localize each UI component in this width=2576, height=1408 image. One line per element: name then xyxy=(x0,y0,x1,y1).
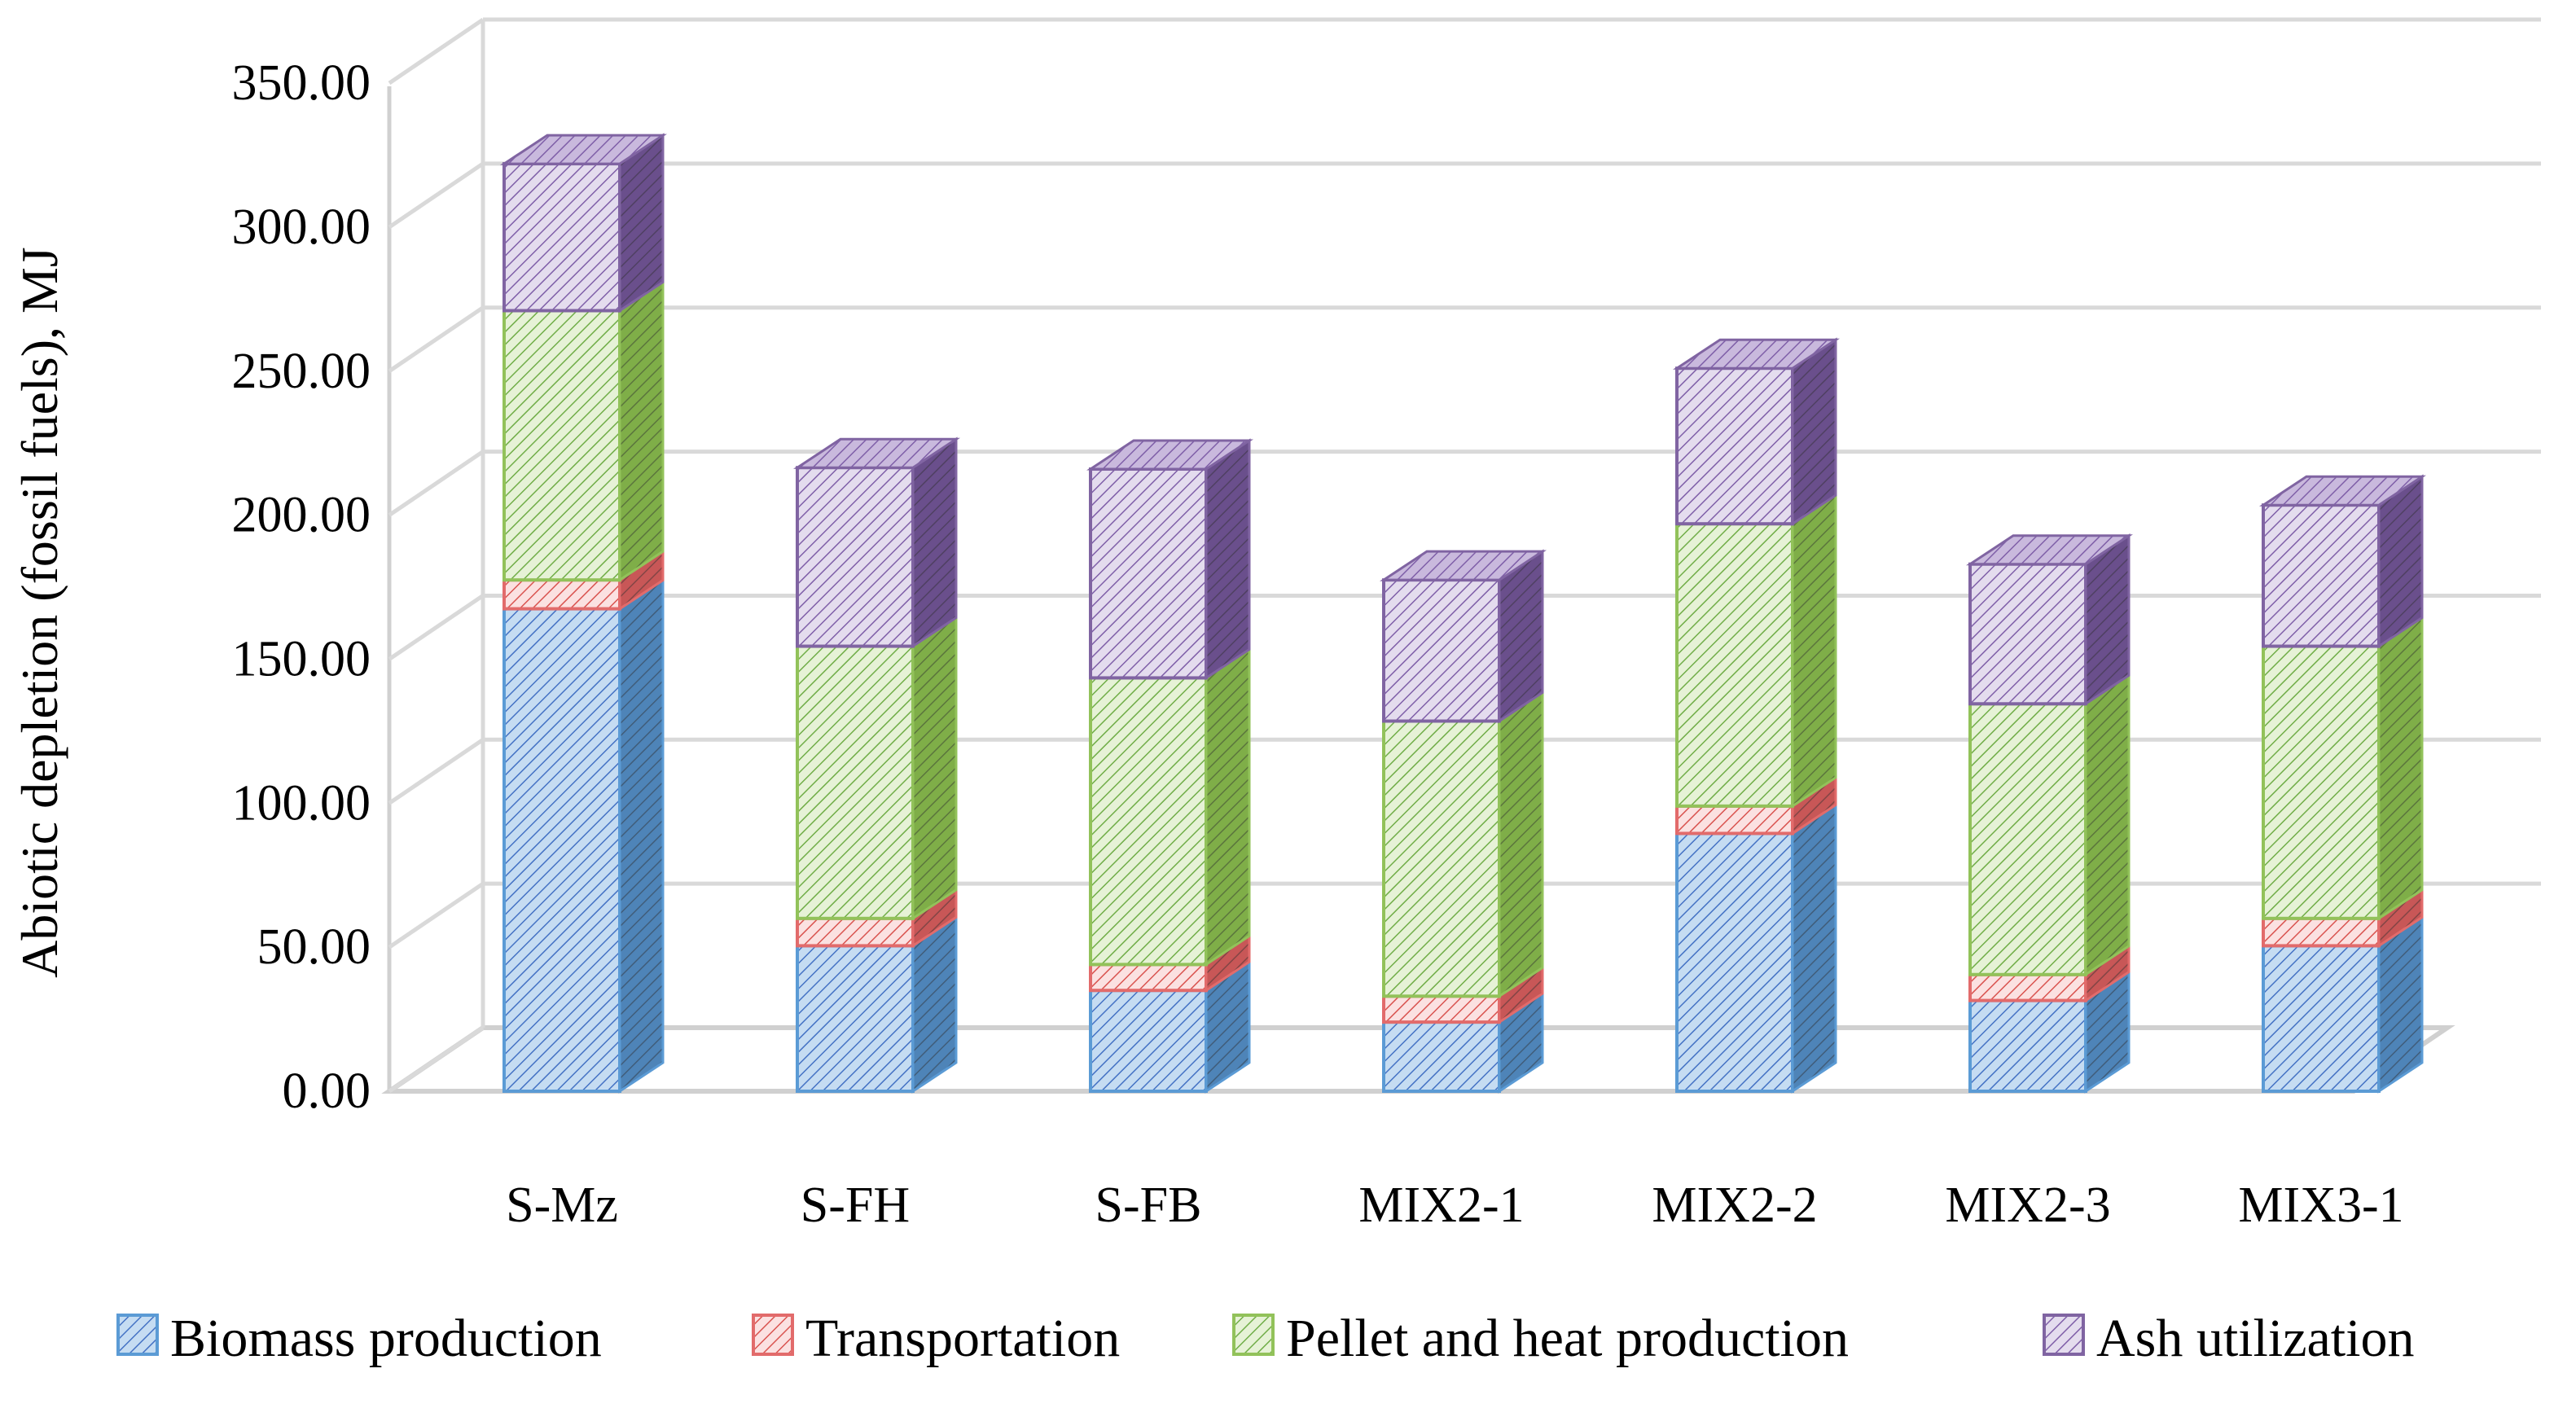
bar-stack-S-Mz xyxy=(500,133,667,1094)
bar-stack-MIX2-1 xyxy=(1380,549,1547,1094)
x-tick-label: S-FB xyxy=(1095,1178,1202,1233)
wall-gridline xyxy=(388,17,485,86)
bar-Ash utilization-MIX2-1 xyxy=(1382,578,1501,723)
legend-item: Pellet and heat production xyxy=(1232,1309,1849,1368)
bar-Transportation-S-FB xyxy=(1089,963,1208,993)
legend-item: Ash utilization xyxy=(2043,1309,2414,1368)
bar-stack-MIX2-2 xyxy=(1673,337,1840,1094)
legend-swatch xyxy=(1232,1314,1275,1356)
wall-gridline xyxy=(388,738,485,805)
bar-top-MIX2-3 xyxy=(1966,534,2133,566)
bar-Biomass production-S-FH xyxy=(796,944,915,1093)
bar-Ash utilization-MIX3-1 xyxy=(2262,503,2381,648)
legend-swatch xyxy=(116,1314,159,1356)
bar-side-Pellet and heat production-S-FB xyxy=(1205,647,1251,967)
wall-gridline xyxy=(388,305,485,373)
x-tick-label: MIX2-1 xyxy=(1358,1178,1524,1233)
bar-Transportation-MIX2-3 xyxy=(1968,972,2087,1002)
y-tick-label: 100.00 xyxy=(232,775,371,831)
bar-side-Pellet and heat production-MIX2-2 xyxy=(1791,493,1837,809)
legend-label: Ash utilization xyxy=(2096,1309,2414,1368)
bar-top-MIX3-1 xyxy=(2259,475,2426,507)
x-axis-categories: S-Mz S-FH S-FB MIX2-1 MIX2-2 MIX2-3 MIX3-1 xyxy=(506,1178,2403,1233)
bar-Transportation-S-Mz xyxy=(502,578,621,611)
legend-label: Pellet and heat production xyxy=(1286,1309,1849,1368)
bar-stack-MIX2-3 xyxy=(1966,533,2133,1094)
bar-side-Biomass production-S-FH xyxy=(911,915,958,1094)
bar-Pellet and heat production-MIX2-3 xyxy=(1968,702,2087,976)
bar-stack-MIX3-1 xyxy=(2259,474,2426,1094)
bar-top-S-FB xyxy=(1086,439,1253,471)
bar-Biomass production-S-FB xyxy=(1089,989,1208,1093)
bar-Biomass production-MIX2-3 xyxy=(1968,998,2087,1093)
y-tick-label: 0.00 xyxy=(283,1064,371,1119)
legend: Biomass production Transportation Pellet a… xyxy=(116,1309,2414,1368)
y-tick-label: 350.00 xyxy=(232,55,371,111)
bar-side-Biomass production-S-Mz xyxy=(618,577,665,1094)
bar-Pellet and heat production-MIX2-2 xyxy=(1675,522,1794,808)
x-tick-label: MIX2-3 xyxy=(1945,1178,2110,1233)
bar-Pellet and heat production-MIX3-1 xyxy=(2262,644,2381,920)
bar-Biomass production-MIX3-1 xyxy=(2262,944,2381,1093)
legend-item: Biomass production xyxy=(116,1309,602,1368)
legend-swatch xyxy=(752,1314,794,1356)
bar-Ash utilization-S-Mz xyxy=(502,162,621,313)
bar-Transportation-MIX2-1 xyxy=(1382,994,1501,1024)
bar-side-Pellet and heat production-S-FH xyxy=(911,615,958,921)
bar-Ash utilization-MIX2-3 xyxy=(1968,562,2087,706)
y-tick-label: 250.00 xyxy=(232,344,371,399)
bar-Pellet and heat production-S-FH xyxy=(796,644,915,920)
legend-item: Transportation xyxy=(752,1309,1120,1368)
bar-Biomass production-MIX2-1 xyxy=(1382,1020,1501,1094)
bar-Biomass production-MIX2-2 xyxy=(1675,831,1794,1093)
bar-Pellet and heat production-MIX2-1 xyxy=(1382,719,1501,998)
y-tick-label: 200.00 xyxy=(232,488,371,543)
y-tick-label: 50.00 xyxy=(257,919,371,975)
bar-Ash utilization-S-FH xyxy=(796,466,915,648)
bar-top-MIX2-2 xyxy=(1673,338,1840,370)
y-tick-label: 300.00 xyxy=(232,200,371,255)
bar-stack-S-FH xyxy=(793,436,960,1094)
bar-side-Pellet and heat production-MIX3-1 xyxy=(2377,615,2424,921)
bar-Biomass production-S-Mz xyxy=(502,607,621,1093)
x-tick-label: S-Mz xyxy=(506,1178,618,1233)
bar-Transportation-MIX2-2 xyxy=(1675,804,1794,836)
bar-side-Ash utilization-S-FH xyxy=(911,436,958,649)
legend-label: Biomass production xyxy=(170,1309,602,1368)
bar-top-MIX2-1 xyxy=(1380,550,1547,581)
bar-side-Pellet and heat production-MIX2-3 xyxy=(2084,673,2131,977)
wall-gridline xyxy=(388,1025,485,1094)
wall-gridline xyxy=(388,161,485,229)
bar-side-Ash utilization-S-Mz xyxy=(618,133,665,314)
bar-side-Pellet and heat production-S-Mz xyxy=(618,279,665,582)
wall-gridline xyxy=(388,882,485,950)
y-axis-title: Abiotic depletion (fossil fuels), MJ xyxy=(11,247,68,978)
bar-Transportation-S-FH xyxy=(796,916,915,948)
y-tick-label: 150.00 xyxy=(232,631,371,686)
bar-top-S-FH xyxy=(793,437,960,469)
x-tick-label: S-FH xyxy=(801,1178,910,1233)
bar-side-Biomass production-MIX2-2 xyxy=(1791,802,1837,1094)
bar-Pellet and heat production-S-Mz xyxy=(502,309,621,582)
y-axis-ticks: 0.00 50.00 100.00 150.00 200.00 250.00 300.00 3… xyxy=(232,55,371,1119)
bar-Ash utilization-MIX2-2 xyxy=(1675,366,1794,526)
bar-stack-S-FB xyxy=(1086,438,1253,1094)
legend-label: Transportation xyxy=(805,1309,1120,1368)
bar-side-Pellet and heat production-MIX2-1 xyxy=(1498,690,1544,999)
bars xyxy=(500,133,2426,1094)
x-tick-label: MIX3-1 xyxy=(2238,1178,2403,1233)
bar-top-S-Mz xyxy=(500,134,667,165)
bar-side-Ash utilization-MIX2-2 xyxy=(1791,337,1837,526)
bar-side-Ash utilization-S-FB xyxy=(1205,438,1251,681)
wall-gridline xyxy=(388,594,485,661)
bar-Ash utilization-S-FB xyxy=(1089,467,1208,680)
legend-swatch xyxy=(2043,1314,2085,1356)
wall-gridline xyxy=(388,450,485,517)
bar-Transportation-MIX3-1 xyxy=(2262,916,2381,948)
bar-Pellet and heat production-S-FB xyxy=(1089,676,1208,967)
x-tick-label: MIX2-2 xyxy=(1652,1178,1817,1233)
bar-side-Biomass production-MIX3-1 xyxy=(2377,915,2424,1094)
